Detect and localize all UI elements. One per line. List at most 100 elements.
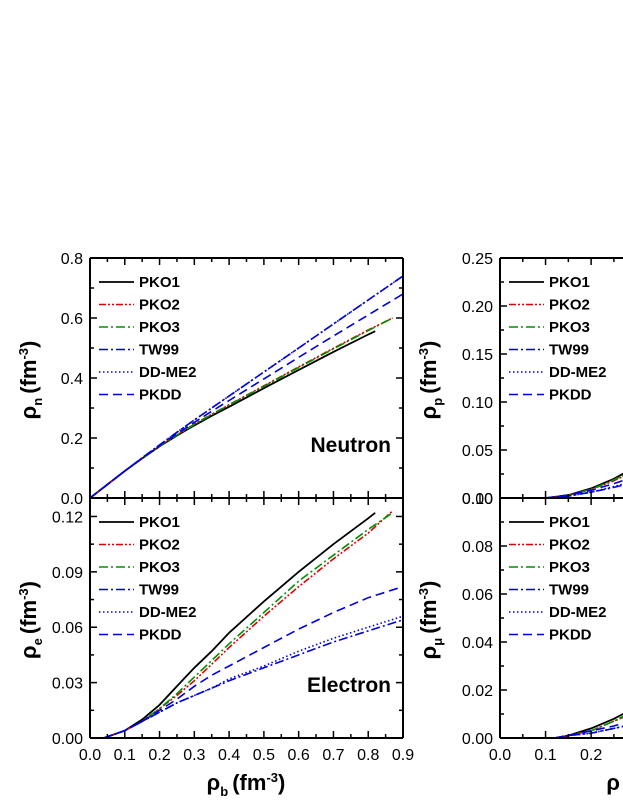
legend-label: DD-ME2 [549,364,607,381]
y-tick-label: 0.20 [462,299,493,316]
panel-annotation: Neutron [311,434,392,457]
y-label-subscript: n [30,398,45,406]
y-tick-label: 0.8 [61,251,83,268]
legend-label: TW99 [139,582,179,599]
series-line-dd-me2 [545,483,623,499]
y-label-symbol: ρ [16,406,41,420]
legend-label: PKO3 [139,559,180,576]
y-tick-label: 0.4 [61,371,83,388]
legend-label: PKO3 [549,559,590,576]
y-axis-label: ρe (fm-3) [16,581,45,659]
y-label-exponent: -3 [416,588,431,600]
legend-label: PKO2 [549,297,590,314]
y-label-subscript: μ [430,638,445,646]
panels: 0.0 0.2 0.4 0.6 0.8 PKO1 PKO2 PKO3 TW99 DD-ME2 PKD… [16,251,623,799]
series-line-pko2 [103,510,394,739]
proton-density-panel: 0.00 0.05 0.10 0.15 0.20 0.25 PKO1 PKO2 PKO3 TW99… [416,251,623,508]
y-tick-label: 0.15 [462,347,493,364]
y-axis-label: ρp (fm-3) [416,341,445,420]
y-label-close: ) [416,581,441,588]
legend-label: DD-ME2 [549,604,607,621]
x-axis-label: ρ [606,770,620,795]
legend: PKO1 PKO2 PKO3 TW99 DD-ME2 PKDD [99,274,197,404]
x-label-exponent: -3 [266,770,278,785]
legend-label: PKDD [139,627,182,644]
series-line-pkdd [90,293,403,499]
series-line-pko1 [90,330,376,499]
y-tick-label: 0.04 [462,635,493,652]
y-tick-label: 0.00 [462,731,493,748]
muon-density-plot-area [554,712,623,739]
legend-label: PKO2 [139,537,180,554]
x-label-subscript: b [220,784,228,799]
y-label-exponent: -3 [16,588,31,600]
y-axis-label: ρμ (fm-3) [416,581,445,660]
x-tick-label: 0.0 [79,747,101,764]
series-line-pko1 [103,512,376,739]
legend-label: DD-ME2 [139,604,197,621]
y-label-unit: (fm [16,360,41,394]
y-label-symbol: ρ [416,646,441,660]
legend-label: PKO3 [549,319,590,336]
legend-label: PKO1 [549,514,590,531]
y-label-unit: (fm [416,600,441,634]
panel-annotation: Electron [307,674,391,697]
y-tick-label: 0.25 [462,251,493,268]
legend-label: PKO2 [549,537,590,554]
legend: PKO1 PKO2 PKO3 TW99 DD-ME2 PKDD [509,274,607,404]
series-line-pkdd [545,479,623,499]
y-label-subscript: e [30,638,45,645]
series-line-tw99 [90,275,403,499]
y-label-unit: (fm [16,600,41,634]
legend-label: PKDD [549,387,592,404]
y-label-symbol: ρ [416,406,441,420]
x-label-close: ) [278,770,285,795]
y-label-close: ) [16,341,41,348]
y-label-close: ) [16,581,41,588]
legend-label: TW99 [139,342,179,359]
legend-label: TW99 [549,342,589,359]
series-line-tw99 [545,484,623,499]
y-tick-label: 0.6 [61,311,83,328]
legend-label: PKO2 [139,297,180,314]
x-tick-label: 0.4 [218,747,240,764]
series-line-dd-me2 [554,725,623,739]
y-axis-label: ρn (fm-3) [16,341,45,420]
x-tick-label: 0.1 [534,747,556,764]
x-label-symbol: ρ [207,770,221,795]
legend-label: PKDD [139,387,182,404]
y-label-subscript: p [430,398,445,406]
y-label-unit: (fm [416,360,441,394]
electron-density-panel: 0.0 0.1 0.2 0.3 0.4 0.5 0.6 0.7 0.8 0.9 0.00 0.03 0.… [16,497,414,799]
y-label-close: ) [416,341,441,348]
y-tick-label: 0.0 [61,491,83,508]
y-tick-label: 0.00 [462,491,493,508]
series-line-pkdd [554,722,623,739]
y-tick-label: 0.02 [462,683,493,700]
proton-density-plot-area [545,472,623,499]
y-tick-label: 0.08 [462,539,493,556]
x-label-unit: (fm [232,770,266,795]
y-tick-label: 0.00 [52,731,83,748]
x-tick-label: 0.5 [253,747,275,764]
x-tick-label: 0.6 [288,747,310,764]
neutron-density-plot-area [90,275,403,499]
y-label-symbol: ρ [16,645,41,659]
legend-label: PKO1 [139,274,180,291]
neutron-density-panel: 0.0 0.2 0.4 0.6 0.8 PKO1 PKO2 PKO3 TW99 DD-ME2 PKD… [16,251,404,508]
x-tick-label: 0.8 [357,747,379,764]
series-line-pko1 [545,472,623,499]
y-label-exponent: -3 [416,348,431,360]
series-line-pko2 [554,716,623,739]
y-tick-label: 0.03 [52,676,83,693]
x-tick-label: 0.0 [489,747,511,764]
y-tick-label: 0.05 [462,443,493,460]
x-tick-label: 0.9 [392,747,414,764]
y-tick-label: 0.06 [462,587,493,604]
legend-label: PKO1 [549,274,590,291]
legend-label: TW99 [549,582,589,599]
legend-label: PKDD [549,627,592,644]
y-tick-label: 0.2 [61,431,83,448]
y-tick-label: 0.06 [52,620,83,637]
